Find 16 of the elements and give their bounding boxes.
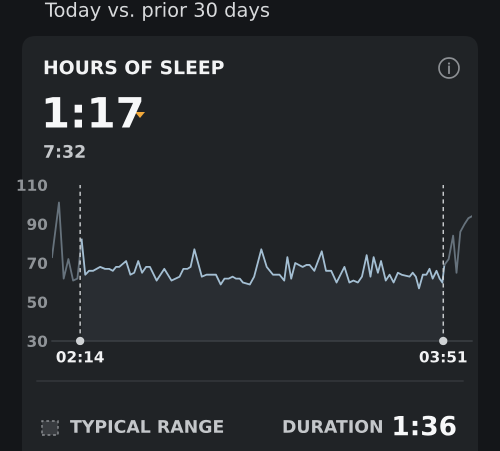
x-tick-label: 03:51 xyxy=(420,350,467,363)
line-series xyxy=(52,202,83,282)
text: Today vs. prior 30 days xyxy=(44,2,270,21)
y-tick-label: 90 xyxy=(27,218,48,230)
text: 7:32 xyxy=(44,144,85,158)
text: 1:36 xyxy=(394,416,456,436)
x-tick-label: 02:14 xyxy=(56,350,104,363)
text: TYPICAL RANGE xyxy=(70,420,224,434)
y-tick-label: 50 xyxy=(28,296,48,308)
chart-subtitle: 1:17 xyxy=(46,97,142,128)
y-tick-label: 110 xyxy=(18,179,48,192)
text: DURATION xyxy=(284,420,382,434)
line-series xyxy=(443,215,472,274)
y-tick-label: 70 xyxy=(28,257,48,270)
y-tick-label: 30 xyxy=(28,335,48,348)
chart-title: HOURS OF SLEEP xyxy=(44,60,224,74)
